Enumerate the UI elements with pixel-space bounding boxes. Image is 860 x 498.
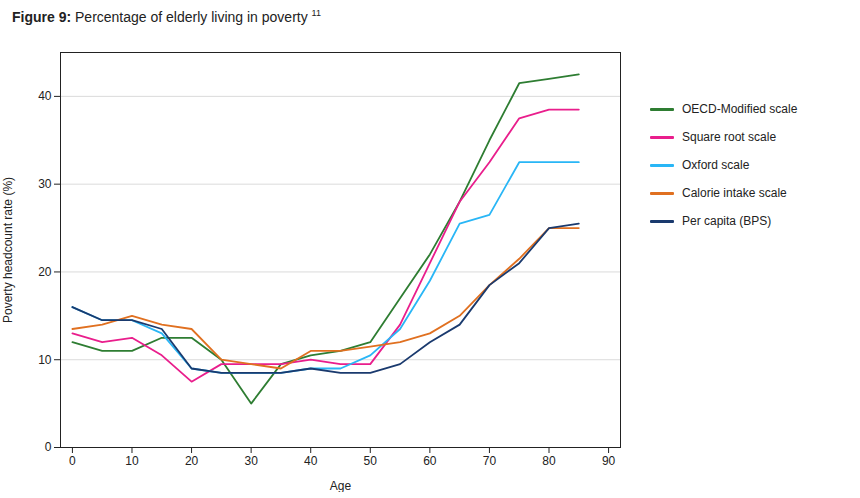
html-text:Oxford scale: Oxford scale bbox=[682, 158, 750, 172]
svg-text:0: 0 bbox=[69, 454, 76, 468]
svg-text:Poverty headcount rate (%): Poverty headcount rate (%) bbox=[1, 177, 15, 323]
svg-text:30: 30 bbox=[244, 454, 258, 468]
html-text:Figure 9: Percentage of elderl: Figure 9: Percentage of elderly living i… bbox=[12, 8, 321, 25]
svg-text:0: 0 bbox=[45, 440, 52, 454]
svg-text:20: 20 bbox=[185, 454, 199, 468]
svg-text:Age: Age bbox=[330, 479, 352, 493]
svg-text:60: 60 bbox=[423, 454, 437, 468]
svg-text:30: 30 bbox=[38, 177, 52, 191]
html-text:Calorie intake scale: Calorie intake scale bbox=[682, 186, 787, 200]
svg-text:50: 50 bbox=[364, 454, 378, 468]
html-text:Square root scale: Square root scale bbox=[682, 130, 777, 144]
svg-text:40: 40 bbox=[38, 89, 52, 103]
svg-text:40: 40 bbox=[304, 454, 318, 468]
svg-text:70: 70 bbox=[483, 454, 497, 468]
svg-text:20: 20 bbox=[38, 265, 52, 279]
html-text:Per capita (BPS): Per capita (BPS) bbox=[682, 214, 772, 228]
svg-text:10: 10 bbox=[125, 454, 139, 468]
svg-text:80: 80 bbox=[542, 454, 556, 468]
html-text:OECD-Modified scale: OECD-Modified scale bbox=[682, 102, 798, 116]
svg-text:10: 10 bbox=[38, 353, 52, 367]
svg-text:90: 90 bbox=[602, 454, 616, 468]
